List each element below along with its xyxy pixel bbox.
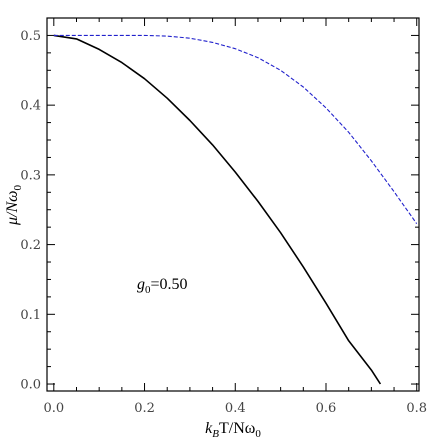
- plot-frame: [46, 17, 420, 392]
- tick-labels: 0.0 0.2 0.4 0.6 0.8 0.0 0.1 0.2 0.3 0.4 0.5: [20, 29, 427, 416]
- y-tick-label: 0.2: [20, 238, 41, 253]
- x-label-sub2: 0: [255, 428, 261, 440]
- x-tick-label: 0.6: [316, 401, 337, 416]
- y-tick-label: 0.3: [20, 168, 41, 183]
- y-tick-label: 0.0: [20, 378, 41, 393]
- y-axis-label: μ/Nω0: [4, 185, 24, 226]
- x-label-mid: T/Nω: [219, 420, 255, 437]
- series-layer: [53, 34, 418, 385]
- y-label-main: μ/Nω: [4, 191, 21, 226]
- annotation: g0=0.50: [137, 276, 188, 296]
- x-tick-label: 0.2: [134, 401, 155, 416]
- y-tick-label: 0.1: [20, 308, 41, 323]
- x-label-sub1: B: [212, 428, 219, 440]
- annotation-pre: g: [137, 276, 145, 293]
- series-line-dashed: [53, 34, 418, 225]
- y-tick-label: 0.5: [20, 29, 41, 44]
- y-tick-label: 0.4: [20, 99, 41, 114]
- y-label-sub: 0: [12, 185, 24, 191]
- x-tick-label: 0.0: [43, 401, 64, 416]
- annotation-post: =0.50: [151, 276, 188, 293]
- x-axis-label: kBT/Nω0: [205, 420, 261, 440]
- x-tick-label: 0.8: [406, 401, 427, 416]
- annotation-sub: 0: [145, 284, 151, 296]
- axis-ticks: [47, 18, 419, 391]
- series-line-solid: [53, 34, 382, 385]
- x-label-main: k: [205, 420, 213, 437]
- x-tick-label: 0.4: [225, 401, 246, 416]
